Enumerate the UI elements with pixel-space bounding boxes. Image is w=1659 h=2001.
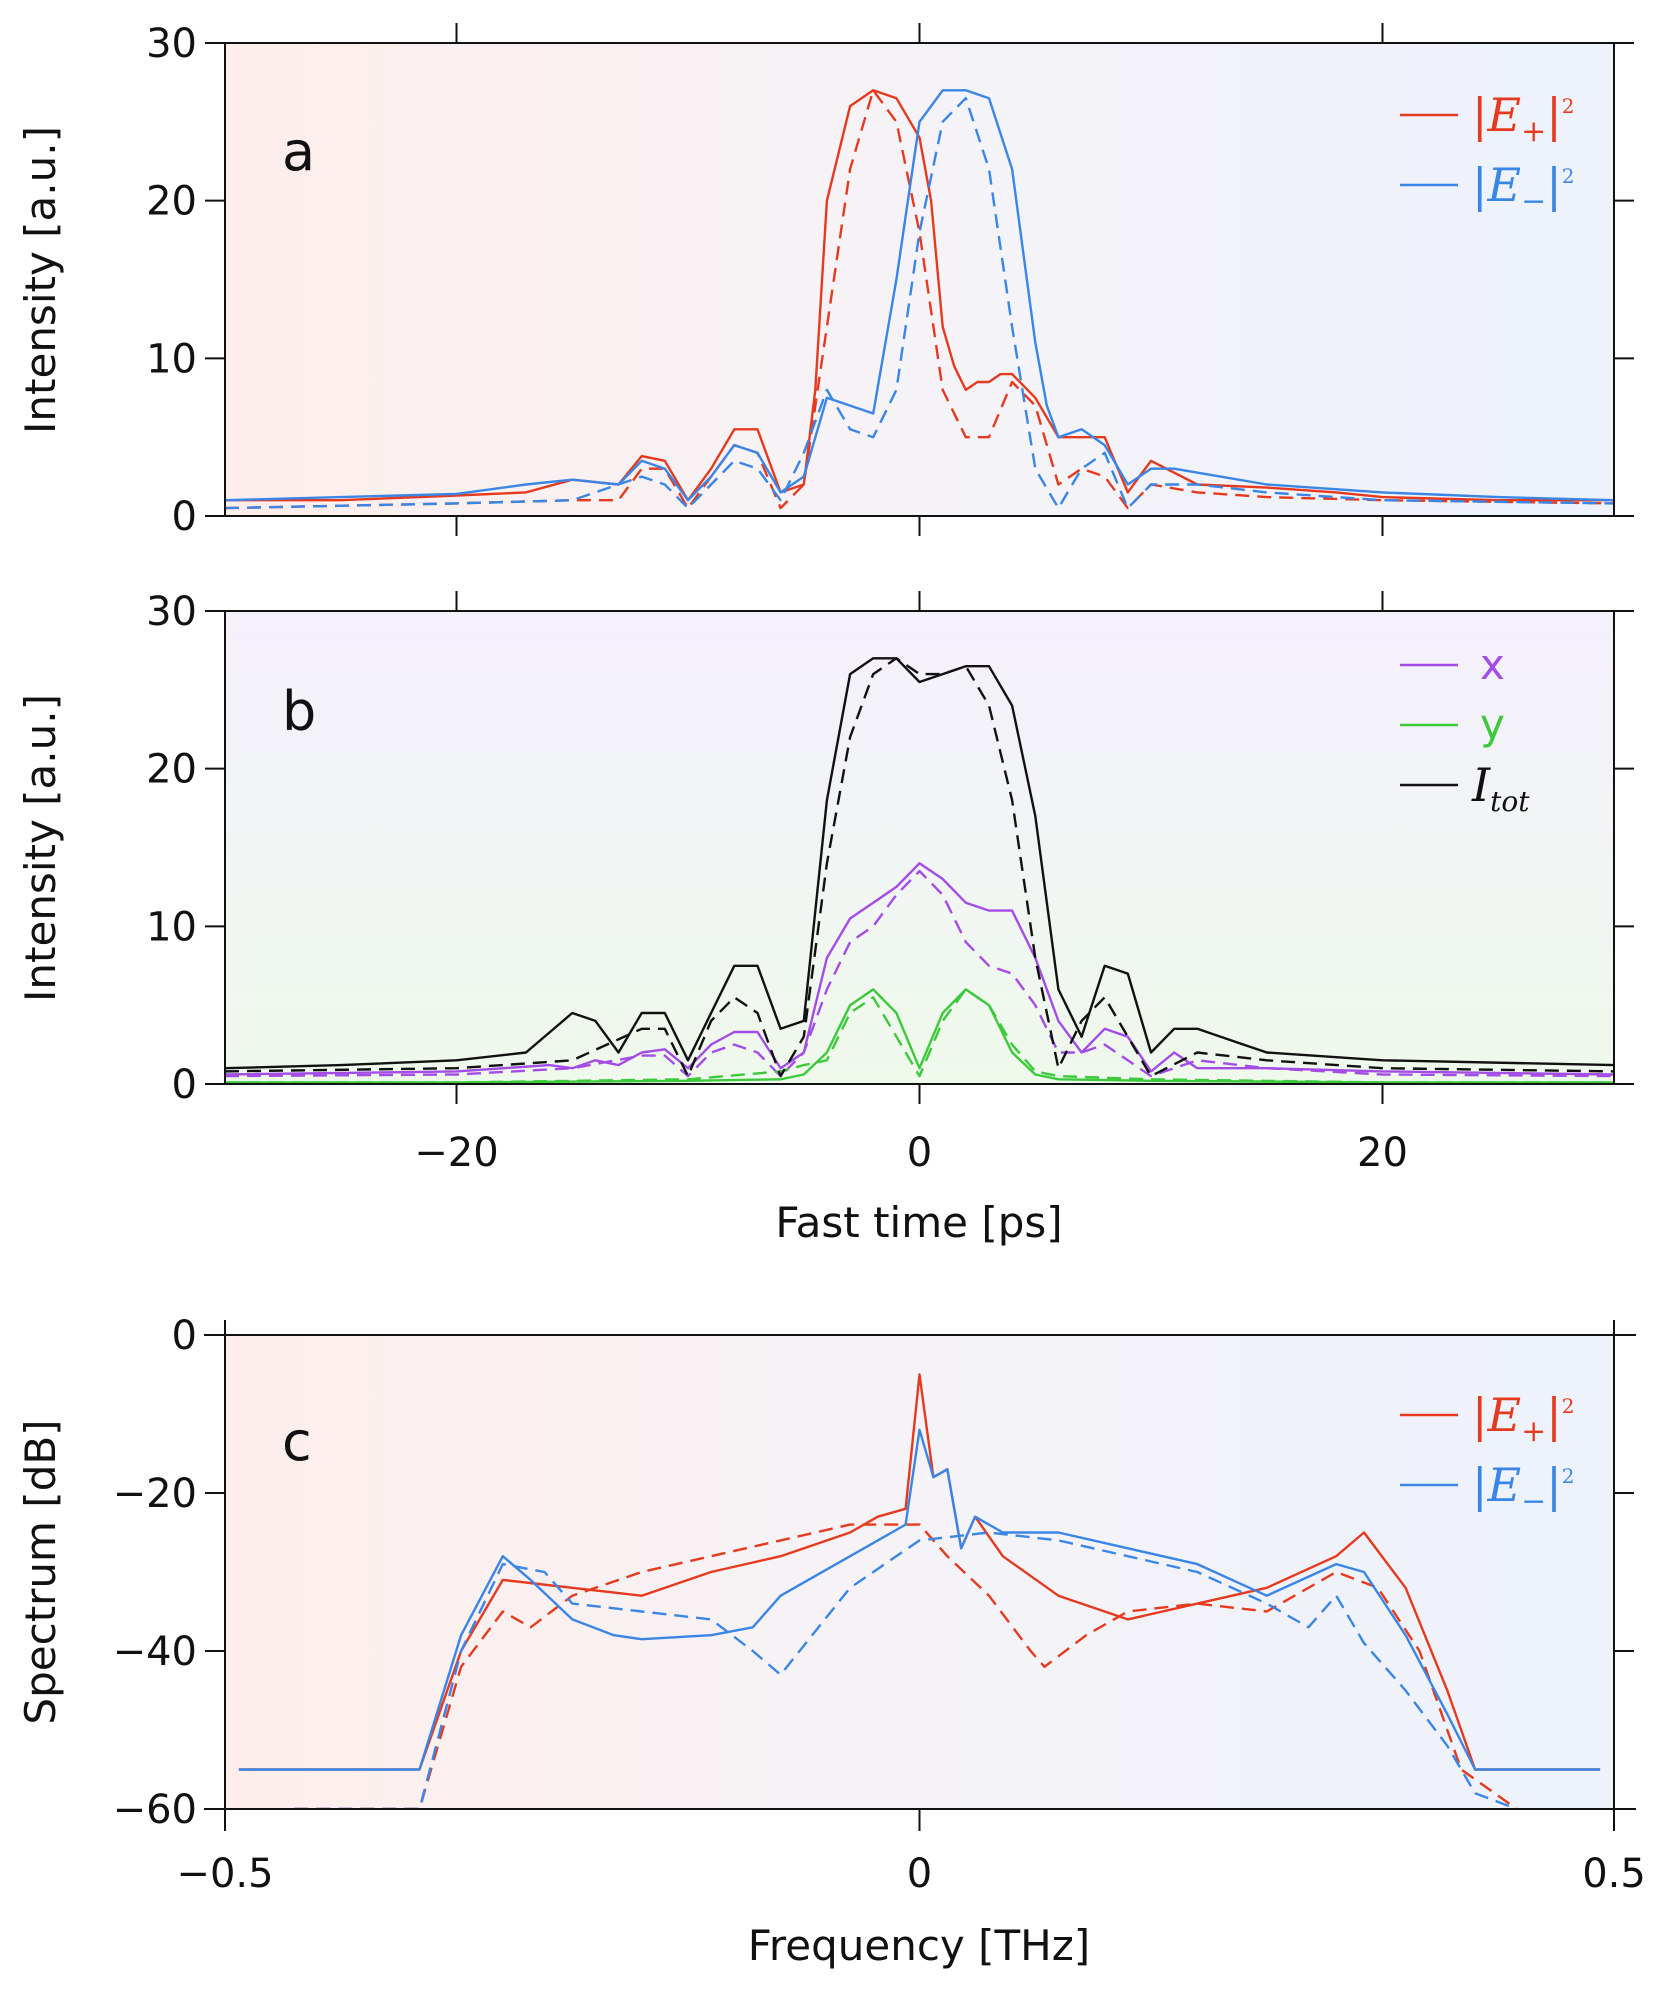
legend-label: |E−|2: [1472, 158, 1574, 219]
y-tick-label: 10: [146, 904, 197, 950]
panel-b-background: [225, 611, 1614, 1084]
y-tick-label: 30: [146, 589, 197, 635]
panel-a-series--e-: [225, 89, 1614, 502]
panel-a-legend: |E+|2 |E−|2: [1400, 88, 1574, 219]
plot-b-series: [225, 657, 1614, 1084]
y-tick-label: −60: [113, 1787, 197, 1833]
y-tick-label: 0: [172, 1313, 197, 1359]
x-tick-label: 0: [907, 1130, 932, 1176]
y-tick-label: 20: [146, 179, 197, 225]
panel-c-ticks: −60 −40 −20 0 −0.5 0 0.5: [113, 1313, 1646, 1897]
legend-label: |E−|2: [1472, 1458, 1574, 1519]
panel-b-series-y-model: [225, 988, 1614, 1084]
panel-c-series--e-model: [294, 1523, 1518, 1809]
legend-label: Itot: [1471, 758, 1530, 818]
plot-c-series: [238, 1373, 1601, 1809]
panel-b-legend: xy Itot: [1400, 640, 1530, 818]
panel-c-background: [225, 1335, 1614, 1809]
y-tick-label: 10: [146, 336, 197, 382]
y-tick-label: 0: [172, 494, 197, 540]
legend-label: x: [1480, 640, 1505, 689]
panel-b: 0 10 20 30 −20 0 20 b Intensity [a.u.] Fast ti…: [16, 589, 1634, 1247]
panel-b-series-y: [225, 988, 1614, 1084]
panel-c-xlabel: Frequency [THz]: [748, 1921, 1090, 1970]
panel-b-ylabel: Intensity [a.u.]: [16, 694, 65, 1002]
panel-b-series-itot: [225, 657, 1614, 1070]
panel-b-letter: b: [282, 680, 316, 743]
x-tick-label: −0.5: [176, 1851, 273, 1897]
panel-a-series--e-model: [225, 89, 1614, 510]
panel-c-series--e-: [238, 1428, 1601, 1771]
panel-b-ticks: 0 10 20 30 −20 0 20: [146, 589, 1634, 1176]
x-tick-label: 20: [1357, 1130, 1408, 1176]
x-tick-label: 0: [907, 1851, 932, 1897]
panel-a-letter: a: [282, 120, 315, 183]
panel-a-ticks: 0 10 20 30: [146, 21, 1634, 540]
panel-a-ylabel: Intensity [a.u.]: [16, 126, 65, 434]
panel-a-series--e-model: [225, 96, 1614, 510]
y-tick-label: 0: [172, 1062, 197, 1108]
legend-label: y: [1480, 700, 1505, 749]
panel-a: 0 10 20 30 a Intensity [a.u.] |E+|2 |E−|2: [16, 21, 1634, 540]
y-tick-label: 30: [146, 21, 197, 67]
panel-c-letter: c: [282, 1410, 312, 1473]
x-tick-label: 0.5: [1582, 1851, 1646, 1897]
legend-label: |E+|2: [1472, 88, 1574, 149]
y-tick-label: −40: [113, 1629, 197, 1675]
x-tick-label: −20: [414, 1130, 498, 1176]
panel-c-ylabel: Spectrum [dB]: [16, 1419, 65, 1724]
plot-a-series: [225, 89, 1614, 510]
panel-c-series--e-model: [294, 1531, 1518, 1809]
y-tick-label: 20: [146, 747, 197, 793]
panel-b-series-itot-model: [225, 657, 1614, 1078]
legend-label: |E+|2: [1472, 1388, 1574, 1449]
y-tick-label: −20: [113, 1471, 197, 1517]
panel-c-legend: |E+|2 |E−|2: [1400, 1388, 1574, 1519]
panel-b-series-x-model: [225, 869, 1614, 1078]
panel-b-xlabel: Fast time [ps]: [775, 1198, 1062, 1247]
panel-c: −60 −40 −20 0 −0.5 0 0.5 c Spectrum [dB] Frequ…: [16, 1313, 1646, 1970]
